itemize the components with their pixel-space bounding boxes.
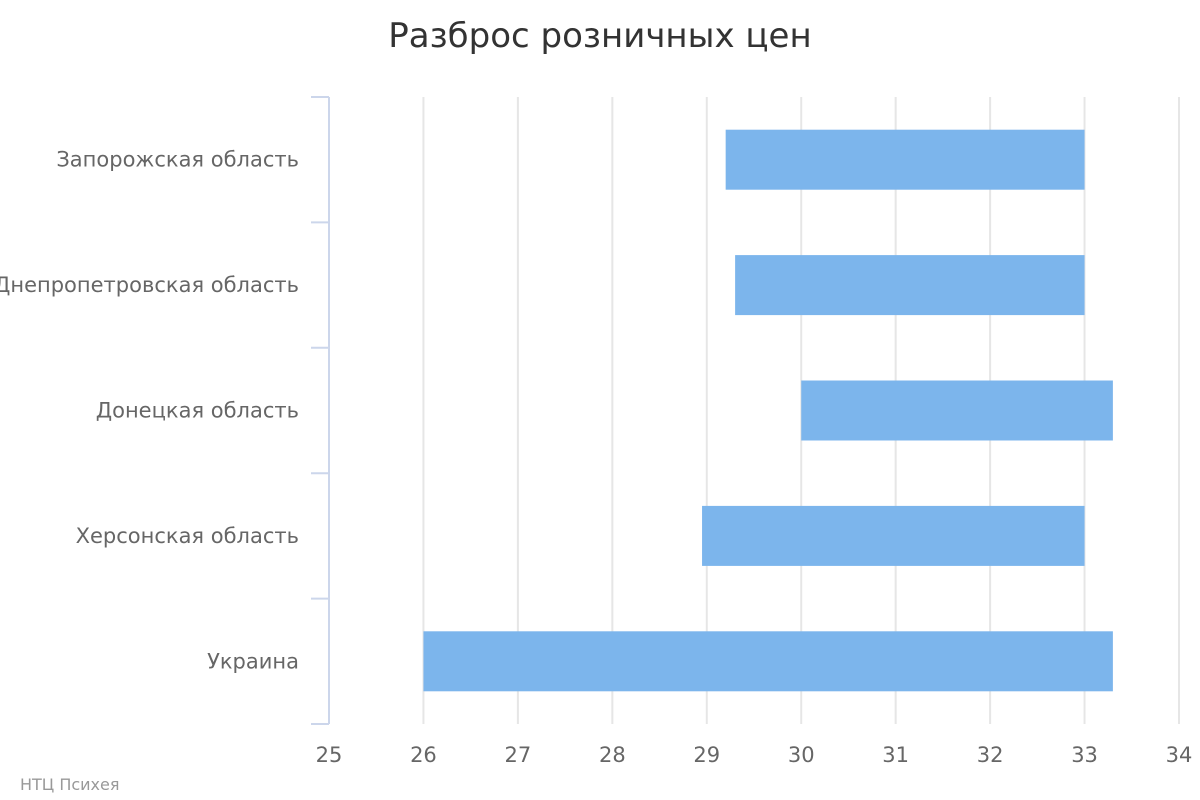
x-tick-label: 33 (1071, 743, 1098, 767)
x-tick-label: 32 (977, 743, 1004, 767)
category-axis (311, 96, 330, 725)
range-bar[interactable] (735, 255, 1085, 316)
x-tick-label: 34 (1166, 743, 1193, 767)
chart-credit: НТЦ Психея (20, 775, 119, 794)
x-tick-label: 28 (599, 743, 626, 767)
value-axis-ticks: 25 26 27 28 29 30 31 32 33 34 (316, 743, 1193, 767)
range-bar[interactable] (801, 380, 1113, 441)
x-tick-label: 26 (410, 743, 437, 767)
range-bar[interactable] (423, 631, 1113, 692)
range-bar[interactable] (725, 129, 1085, 190)
x-tick-label: 30 (788, 743, 815, 767)
category-label: Херсонская область (76, 524, 299, 548)
chart-title: Разброс розничных цен (388, 16, 811, 56)
category-label: Донецкая область (96, 399, 299, 423)
category-label: Украина (207, 649, 299, 673)
x-tick-label: 29 (693, 743, 720, 767)
range-bar[interactable] (702, 505, 1085, 566)
category-label: Запорожская область (56, 148, 299, 172)
x-tick-label: 31 (882, 743, 909, 767)
x-tick-label: 27 (505, 743, 532, 767)
bars (423, 129, 1113, 692)
x-tick-label: 25 (316, 743, 343, 767)
category-labels: Запорожская область Днепропетровская обла… (0, 148, 299, 674)
category-label: Днепропетровская область (0, 273, 299, 297)
